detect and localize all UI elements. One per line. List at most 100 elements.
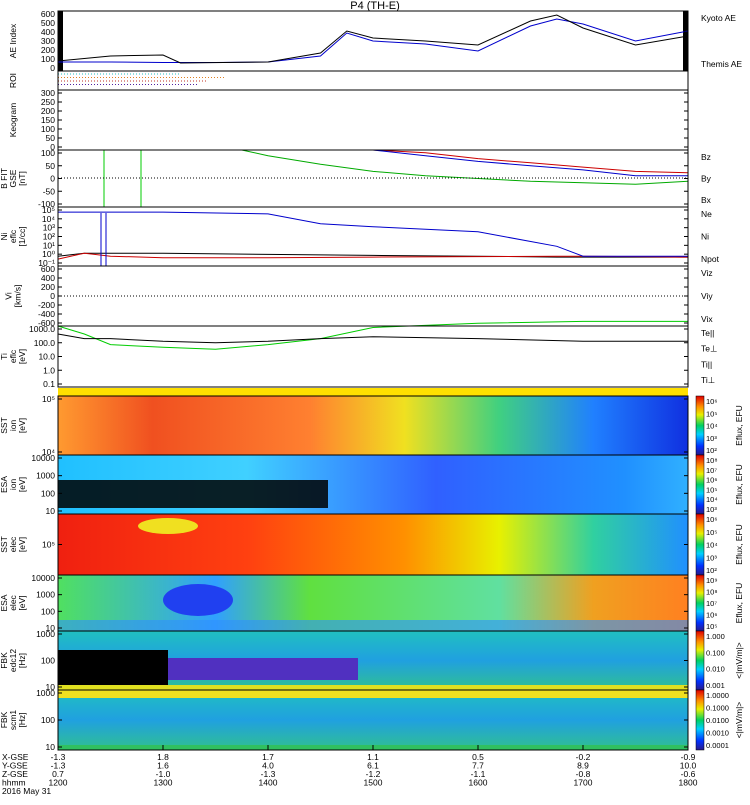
panel-keogram-tick: 200 [41, 106, 55, 116]
series-ti-line [57, 320, 688, 350]
esa-elec-blue-patch [163, 584, 233, 616]
xaxis-value: -0.2 [576, 752, 591, 762]
panel-fbk1-tick: 100 [41, 656, 55, 666]
panel-fbk1-ylabel: [Hz] [17, 653, 27, 668]
series-themisae-line [57, 14, 689, 64]
colorbar-tick: 10³ [706, 553, 717, 562]
panel-keogram-tick: 150 [41, 115, 55, 125]
xaxis-rowlabel: 2016 May 31 [2, 786, 51, 796]
panel-ni-tick: 10⁻¹ [38, 258, 55, 268]
colorbar-tick: 0.1000 [706, 704, 729, 713]
panel-keogram-tick: 0 [50, 142, 55, 152]
panel-ae-tick: 100 [41, 54, 55, 64]
colorbar-tick: 10⁹ [706, 576, 718, 585]
colorbar-tick: 0.0010 [706, 729, 729, 738]
sst-elec-yellow-patch [138, 518, 198, 534]
colorbar-label: <|mV/m|> [734, 702, 744, 739]
xaxis-value: 6.1 [367, 761, 379, 771]
panel-fbk2-ylabel: [Hz] [17, 712, 27, 727]
panel-keogram-tick: 50 [46, 133, 56, 143]
colorbar-tick: 1.0000 [706, 691, 729, 700]
panel-ni-tick: 10⁵ [42, 205, 55, 215]
colorbar-tick: 10³ [706, 505, 717, 514]
panel-ti-legend: Te⊥ [701, 344, 718, 354]
colorbar-fbk1 [695, 630, 705, 691]
panel-esa_i-tick: 10000 [31, 453, 55, 463]
panel-ti-tick: 1000.0 [29, 324, 55, 334]
panel-sst_i-ylabel: SST [0, 417, 9, 434]
colorbar-tick: 10⁶ [706, 476, 717, 485]
panel-ti-ylabel: Ti [0, 353, 9, 360]
panel-vi-tick: 0 [50, 291, 55, 301]
colorbar-tick: 1.000 [706, 632, 725, 641]
xaxis-value: 1.1 [367, 752, 379, 762]
xaxis-value: -1.2 [366, 769, 381, 779]
xaxis-value: 10.0 [680, 761, 697, 771]
panel-ae-tick: 500 [41, 18, 55, 28]
colorbar-tick: 10⁶ [706, 611, 717, 620]
esa-ion-dark-band [58, 480, 328, 508]
colorbar-tick: 0.0001 [706, 741, 729, 750]
colorbar-tick: 10³ [706, 434, 717, 443]
panel-vi-legend: Vix [701, 314, 713, 324]
colorbar-tick: 10⁸ [706, 456, 718, 465]
panel-keogram-ylabel: Keogram [8, 103, 18, 138]
xaxis-value: 1300 [154, 778, 173, 788]
colorbar-tick: 10⁵ [706, 485, 717, 494]
panel-roi-ylabel: ROI [8, 73, 18, 88]
panel-esa_e-tick: 10000 [31, 573, 55, 583]
colorbar-tick: 0.100 [706, 648, 725, 657]
panel-bfit-tick: -100 [38, 199, 55, 209]
colorbar-label: <|mV/m|> [734, 642, 744, 679]
xaxis-value: 1200 [49, 778, 68, 788]
panel-ni-tick: 10⁰ [42, 249, 55, 259]
series-bx-line [372, 149, 688, 177]
panel-bfit-legend: Bz [701, 152, 711, 162]
xaxis-rowlabel: Z-GSE [2, 769, 28, 779]
colorbar-esa_e [695, 574, 705, 632]
panel-vi-tick: 400 [41, 273, 55, 283]
panel-vi-legend: Viy [701, 291, 713, 301]
panel-ti-tick: 0.1 [43, 379, 55, 389]
fbk-scm1-top-band [58, 690, 688, 698]
colorbar-tick: 10⁸ [706, 588, 718, 597]
xaxis-value: 1500 [364, 778, 383, 788]
panel-bfit-ylabel: GSE [8, 169, 18, 187]
panel-fbk2-tick: 100 [41, 715, 55, 725]
colorbar-tick: 10⁴ [706, 422, 718, 431]
panel-esa_i-ylabel: ion [8, 479, 18, 491]
fbk-scm1-spectrogram [58, 690, 688, 750]
xaxis-value: -1.1 [471, 769, 486, 779]
panel-vi-tick: 600 [41, 264, 55, 274]
colorbar-sst_e [695, 513, 705, 576]
xaxis-value: 7.7 [472, 761, 484, 771]
panel-esa_e-ylabel: [eV] [17, 595, 27, 610]
colorbar-tick: 10² [706, 566, 717, 575]
xaxis-value: -1.3 [51, 761, 66, 771]
colorbar-tick: 10² [706, 446, 717, 455]
panel-sst_i-tick: 10⁴ [42, 447, 55, 457]
panel-keogram-tick: 100 [41, 124, 55, 134]
panel-ae-tick: 300 [41, 36, 55, 46]
panel-bfit-ylabel: [nT] [17, 171, 27, 186]
panel-bfit-ylabel: B FIT [0, 168, 9, 189]
panel-ni-legend: Npot [701, 254, 720, 264]
xaxis-rowlabel: Y-GSE [2, 761, 28, 771]
panel-bfit-tick: 100 [41, 148, 55, 158]
panel-sst_e-ylabel: SST [0, 536, 9, 553]
xaxis-rowlabel: hhmm [2, 778, 26, 788]
xaxis-value: 1.6 [157, 761, 169, 771]
panel-ti-frame [57, 325, 689, 388]
colorbar-tick: 10⁵ [706, 622, 717, 631]
panel-ae-tick: 0 [50, 63, 55, 73]
xaxis-value: 0.7 [52, 769, 64, 779]
panel-ti-legend: Ti⊥ [701, 375, 716, 385]
panel-vi-tick: -600 [38, 318, 55, 328]
panel-ae-tick: 600 [41, 9, 55, 19]
panel-bfit-tick: -50 [43, 186, 56, 196]
panel-esa_e-ylabel: elec [8, 594, 18, 610]
colorbar-tick: 10⁷ [706, 466, 717, 475]
panel-fbk2-ylabel: FBK [0, 711, 9, 728]
panel-fbk2-ylabel: scm1 [8, 710, 18, 731]
